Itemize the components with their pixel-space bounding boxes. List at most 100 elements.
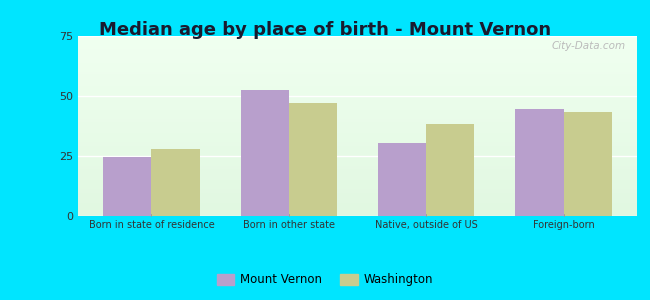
Bar bbox=[78, 166, 637, 167]
Bar bbox=[78, 110, 637, 112]
Bar bbox=[78, 38, 637, 40]
Bar bbox=[78, 173, 637, 175]
Bar bbox=[78, 180, 637, 182]
Bar bbox=[240, 90, 289, 216]
Bar bbox=[78, 68, 637, 70]
Bar bbox=[78, 162, 637, 164]
Bar bbox=[78, 43, 637, 45]
Bar bbox=[78, 126, 637, 128]
Bar bbox=[78, 211, 637, 212]
Bar bbox=[78, 203, 637, 205]
Bar bbox=[78, 90, 637, 92]
Text: Median age by place of birth - Mount Vernon: Median age by place of birth - Mount Ver… bbox=[99, 21, 551, 39]
Bar bbox=[78, 58, 637, 59]
Bar bbox=[78, 54, 637, 56]
Bar bbox=[151, 149, 200, 216]
Bar bbox=[78, 115, 637, 117]
Bar bbox=[378, 143, 426, 216]
Bar bbox=[78, 176, 637, 178]
Bar bbox=[78, 124, 637, 126]
Bar bbox=[78, 149, 637, 151]
Bar bbox=[78, 36, 637, 38]
Bar bbox=[289, 103, 337, 216]
Bar bbox=[78, 106, 637, 108]
Bar bbox=[78, 155, 637, 157]
Bar bbox=[78, 50, 637, 52]
Bar bbox=[78, 95, 637, 97]
Bar bbox=[78, 189, 637, 191]
Bar bbox=[78, 184, 637, 185]
Bar bbox=[78, 121, 637, 122]
Bar bbox=[78, 92, 637, 94]
Bar bbox=[78, 187, 637, 189]
Bar bbox=[78, 103, 637, 104]
Bar bbox=[78, 207, 637, 209]
Bar bbox=[78, 209, 637, 211]
Bar bbox=[78, 72, 637, 74]
Bar bbox=[78, 65, 637, 67]
Bar bbox=[78, 133, 637, 135]
Bar bbox=[78, 70, 637, 72]
Bar bbox=[78, 85, 637, 86]
Bar bbox=[78, 130, 637, 131]
Bar bbox=[78, 112, 637, 113]
Bar bbox=[78, 88, 637, 90]
Bar bbox=[78, 76, 637, 77]
Bar bbox=[78, 212, 637, 214]
Bar bbox=[78, 113, 637, 115]
Bar bbox=[78, 191, 637, 193]
Bar bbox=[78, 77, 637, 79]
Bar bbox=[78, 67, 637, 68]
Bar bbox=[78, 185, 637, 187]
Bar bbox=[78, 99, 637, 101]
Bar bbox=[78, 196, 637, 198]
Bar bbox=[78, 56, 637, 58]
Bar bbox=[78, 140, 637, 142]
Bar bbox=[78, 164, 637, 166]
Bar bbox=[78, 135, 637, 137]
Legend: Mount Vernon, Washington: Mount Vernon, Washington bbox=[212, 269, 438, 291]
Bar bbox=[78, 79, 637, 81]
Bar bbox=[564, 112, 612, 216]
Bar bbox=[78, 83, 637, 85]
Bar bbox=[78, 171, 637, 173]
Bar bbox=[78, 193, 637, 194]
Bar bbox=[426, 124, 474, 216]
Bar bbox=[78, 122, 637, 124]
Bar bbox=[78, 61, 637, 63]
Bar bbox=[78, 158, 637, 160]
Bar bbox=[78, 153, 637, 155]
Bar bbox=[78, 160, 637, 162]
Bar bbox=[78, 142, 637, 144]
Bar bbox=[78, 94, 637, 95]
Bar bbox=[78, 214, 637, 216]
Bar bbox=[78, 45, 637, 47]
Bar bbox=[78, 117, 637, 119]
Bar bbox=[78, 139, 637, 140]
Bar bbox=[78, 86, 637, 88]
Bar bbox=[78, 40, 637, 41]
Bar bbox=[78, 175, 637, 176]
Bar bbox=[78, 41, 637, 43]
Bar bbox=[515, 109, 564, 216]
Bar bbox=[78, 198, 637, 200]
Bar bbox=[78, 200, 637, 202]
Bar bbox=[78, 97, 637, 99]
Bar bbox=[78, 119, 637, 121]
Text: City-Data.com: City-Data.com bbox=[552, 41, 626, 51]
Bar bbox=[78, 144, 637, 146]
Bar bbox=[78, 47, 637, 49]
Bar bbox=[78, 59, 637, 61]
Bar bbox=[78, 104, 637, 106]
Bar bbox=[78, 178, 637, 180]
Bar bbox=[78, 167, 637, 169]
Bar bbox=[78, 128, 637, 130]
Bar bbox=[78, 49, 637, 50]
Bar bbox=[78, 63, 637, 65]
Bar bbox=[78, 194, 637, 196]
Bar bbox=[78, 182, 637, 184]
Bar bbox=[78, 157, 637, 158]
Bar bbox=[78, 101, 637, 103]
Bar bbox=[78, 205, 637, 207]
Bar bbox=[78, 108, 637, 110]
